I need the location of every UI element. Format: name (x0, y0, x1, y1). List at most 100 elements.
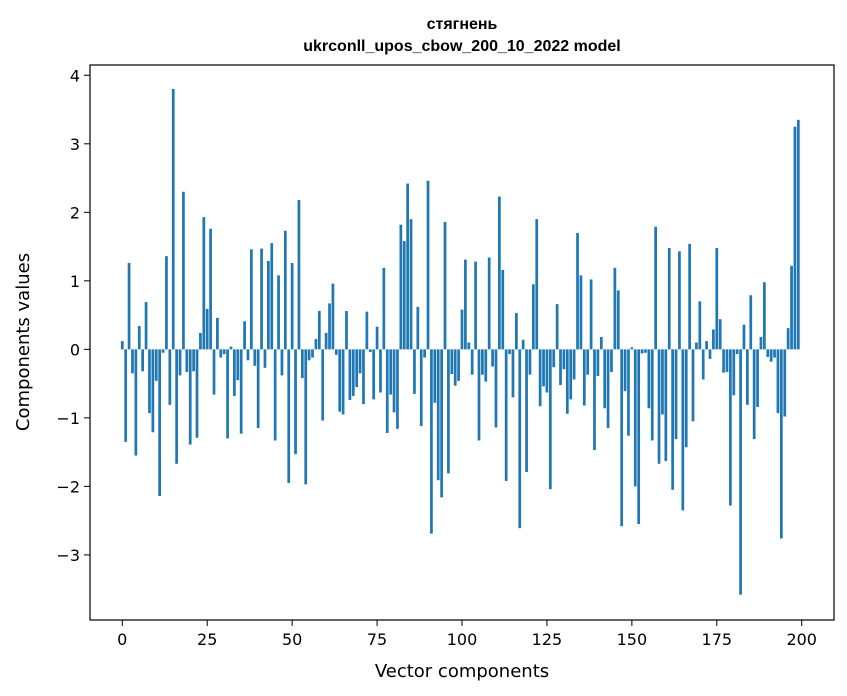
bar (644, 349, 647, 353)
bar (610, 349, 613, 372)
bar (793, 126, 797, 350)
bar (300, 349, 304, 379)
bar (664, 349, 668, 462)
bar (222, 349, 226, 355)
y-tick-label: −2 (56, 477, 80, 496)
bar (698, 301, 702, 350)
bar (331, 283, 335, 350)
bar (205, 308, 209, 350)
bar (304, 349, 308, 485)
bar (783, 349, 787, 417)
bar (253, 349, 257, 366)
bar (185, 349, 189, 372)
bar (671, 349, 674, 490)
bar (457, 349, 460, 381)
bar (338, 349, 342, 412)
bar (134, 349, 138, 456)
bar (171, 88, 175, 350)
bar (263, 349, 267, 368)
bar (545, 349, 549, 393)
bar (287, 349, 291, 483)
bar (484, 349, 488, 382)
bar (786, 328, 790, 350)
bar (209, 228, 212, 350)
bar (630, 347, 634, 350)
bar (430, 349, 433, 534)
bar (722, 349, 725, 373)
bar (273, 349, 277, 441)
bar (453, 349, 457, 386)
bar (504, 349, 508, 481)
bar (406, 183, 409, 350)
bar (511, 349, 515, 398)
y-axis-label: Components values (13, 253, 34, 431)
bar (283, 230, 287, 350)
bar (212, 349, 216, 395)
bar (324, 332, 328, 350)
bar (603, 349, 607, 409)
bar (705, 341, 708, 350)
bar (426, 180, 430, 350)
bar (270, 243, 274, 350)
y-axis-ticks: −3 −2 −1 0 1 2 3 4 (56, 66, 90, 565)
bar (443, 221, 447, 350)
bar (779, 349, 783, 539)
bar (593, 349, 596, 451)
bar (773, 349, 776, 358)
bar (657, 349, 661, 464)
bar (124, 349, 128, 442)
bar (382, 267, 386, 350)
bar (450, 349, 454, 375)
bar (725, 349, 729, 372)
bar (729, 349, 732, 506)
bar (518, 349, 522, 529)
bar (402, 241, 406, 350)
bar (399, 224, 403, 350)
y-tick-label: 1 (70, 272, 80, 291)
bar (477, 349, 481, 441)
bar (498, 196, 501, 350)
bar (701, 349, 705, 380)
bar (766, 349, 770, 357)
bar (148, 349, 151, 414)
bar (528, 349, 532, 375)
bar (538, 349, 542, 407)
bar (623, 349, 627, 392)
bar (375, 326, 379, 350)
bar (413, 349, 416, 394)
bar (423, 349, 426, 358)
bar (131, 349, 134, 374)
bar (606, 349, 610, 429)
bar (256, 349, 260, 429)
bar (416, 306, 420, 350)
bar (691, 349, 695, 422)
bar (226, 349, 229, 439)
x-tick-label: 125 (532, 630, 563, 649)
bar (681, 349, 685, 511)
bar (250, 249, 253, 350)
y-tick-label: 3 (70, 135, 80, 154)
x-tick-label: 0 (117, 630, 127, 649)
bar (311, 349, 314, 358)
bar (674, 349, 678, 440)
bar (596, 349, 600, 377)
bar (542, 349, 545, 387)
bar (290, 263, 294, 350)
bar (120, 341, 124, 350)
bar (321, 349, 325, 421)
bar (620, 349, 624, 527)
bar (579, 275, 583, 350)
bar (769, 349, 773, 362)
bar (267, 260, 270, 350)
bar (317, 310, 321, 350)
bar (555, 304, 559, 350)
bar (447, 349, 450, 474)
bar (718, 319, 722, 350)
bar (219, 349, 223, 358)
bar (521, 339, 525, 350)
y-tick-label: −3 (56, 546, 80, 565)
bar (368, 349, 372, 353)
bar (168, 349, 172, 405)
y-tick-label: 0 (70, 340, 80, 359)
bar (474, 261, 477, 350)
